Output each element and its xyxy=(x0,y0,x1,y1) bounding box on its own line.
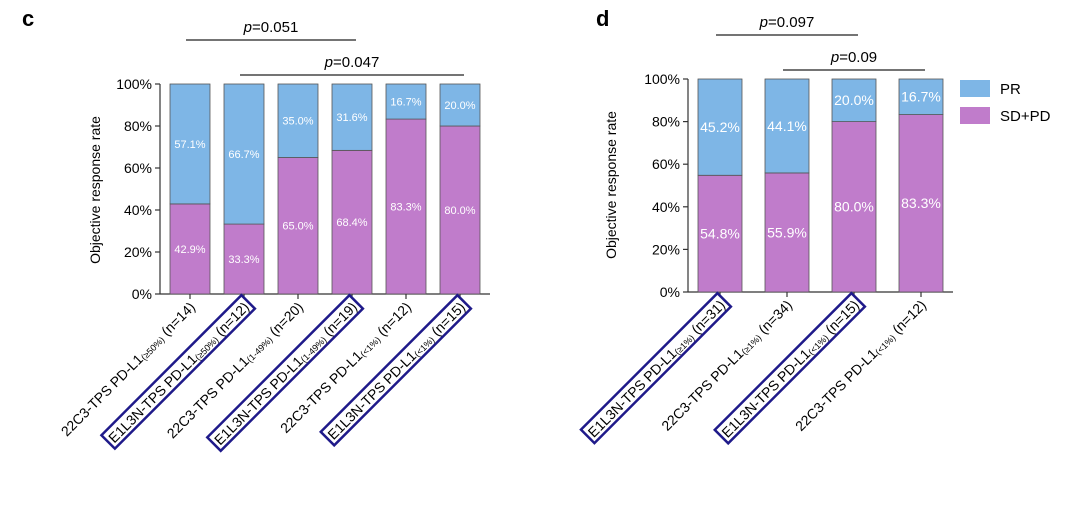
panel-c-data-label: 66.7% xyxy=(228,149,259,161)
panel-d-bar-sdpd xyxy=(898,114,944,293)
panel-d-y-tick-label: 80% xyxy=(652,114,680,130)
panel-c-bar-pr xyxy=(277,83,319,158)
panel-c-data-label: 31.6% xyxy=(336,112,367,124)
legend-swatch-sdpd xyxy=(960,107,990,124)
panel-c-data-label: 83.3% xyxy=(390,201,421,213)
panel-d-category-highlight-box xyxy=(712,291,867,446)
panel-c-category-highlight-box xyxy=(318,293,473,448)
panel-c-data-label: 16.7% xyxy=(390,96,421,108)
panel-d-data-label: 44.1% xyxy=(767,118,807,134)
panel-d-y-tick-label: 20% xyxy=(652,241,680,257)
legend-label-pr: PR xyxy=(1000,81,1021,98)
panel-c-bar-sdpd xyxy=(169,203,211,295)
panel-d-y-tick-label: 60% xyxy=(652,156,680,172)
panel-c-data-label: 33.3% xyxy=(228,254,259,266)
panel-d-y-tick-label: 0% xyxy=(660,284,680,300)
panel-d-data-label: 16.7% xyxy=(901,89,941,105)
panel-c-bar-sdpd xyxy=(331,149,373,295)
panel-d-data-label: 83.3% xyxy=(901,195,941,211)
panel-c-y-tick-label: 100% xyxy=(116,76,152,92)
panel-c-ylabel: Objective response rate xyxy=(87,116,103,264)
legend-swatch-pr xyxy=(960,80,990,97)
panel-c-p-value: p=0.047 xyxy=(324,54,380,71)
panel-d-bar-sdpd xyxy=(831,121,877,293)
panel-c-y-tick-label: 60% xyxy=(124,160,152,176)
legend: PR SD+PD xyxy=(960,80,1051,125)
panel-d-p-value: p=0.09 xyxy=(830,49,877,66)
panel-c-p-number: =0.047 xyxy=(333,54,379,71)
panel-d-letter: d xyxy=(596,6,609,31)
panel-c-y-tick-label: 80% xyxy=(124,118,152,134)
panel-d-bar-pr xyxy=(831,78,877,122)
panel-c-p-number: =0.051 xyxy=(252,19,298,36)
panel-d-p-number: =0.097 xyxy=(768,14,814,31)
panel-d-y-tick-label: 100% xyxy=(644,71,680,87)
panel-c-category-highlight-box xyxy=(205,293,365,453)
panel-d-bar-pr xyxy=(764,78,810,174)
panel-c-y-tick-label: 0% xyxy=(132,286,152,302)
panel-c-data-label: 57.1% xyxy=(174,139,205,151)
panel-d-data-label: 54.8% xyxy=(700,226,740,242)
panel-c-p-symbol: p xyxy=(324,54,333,71)
panel-c-data-label: 80.0% xyxy=(444,205,475,217)
panel-c-data-label: 20.0% xyxy=(444,100,475,112)
panel-c-bar-pr xyxy=(331,83,373,151)
panel-d-p-number: =0.09 xyxy=(839,49,877,66)
panel-c-data-label: 35.0% xyxy=(282,116,313,128)
panel-c-bar-pr xyxy=(439,83,481,127)
panel-d-data-label: 80.0% xyxy=(834,199,874,215)
panel-d-data-label: 55.9% xyxy=(767,224,807,240)
panel-d-bar-pr xyxy=(898,78,944,115)
panel-c-letter: c xyxy=(22,6,34,31)
panel-c-data-label: 68.4% xyxy=(336,217,367,229)
panel-d-p-value: p=0.097 xyxy=(759,14,815,31)
panel-d-bar-sdpd xyxy=(697,174,743,293)
panel-c-p-value: p=0.051 xyxy=(243,19,299,36)
panel-c-p-symbol: p xyxy=(243,19,252,36)
panel-d-bar-pr xyxy=(697,78,743,176)
panel-c-bar-pr xyxy=(385,83,427,120)
panel-c-bar-pr xyxy=(169,83,211,205)
panel-d-data-label: 45.2% xyxy=(700,119,740,135)
panel-c-y-tick-label: 20% xyxy=(124,244,152,260)
panel-d-p-symbol: p xyxy=(830,49,839,66)
panel-c-category-highlight-box xyxy=(99,293,257,451)
panel-c-bar-pr xyxy=(223,83,265,225)
panel-d-p-symbol: p xyxy=(759,14,768,31)
panel-c-data-label: 42.9% xyxy=(174,244,205,256)
panel-d-y-tick-label: 40% xyxy=(652,199,680,215)
panel-d-category-highlight-box xyxy=(579,291,733,445)
panel-d-ylabel: Objective response rate xyxy=(603,111,619,259)
legend-label-sdpd: SD+PD xyxy=(1000,108,1051,125)
panel-c-bar-sdpd xyxy=(277,157,319,295)
panel-d-data-label: 20.0% xyxy=(834,92,874,108)
panel-c-data-label: 65.0% xyxy=(282,221,313,233)
panel-c-y-tick-label: 40% xyxy=(124,202,152,218)
